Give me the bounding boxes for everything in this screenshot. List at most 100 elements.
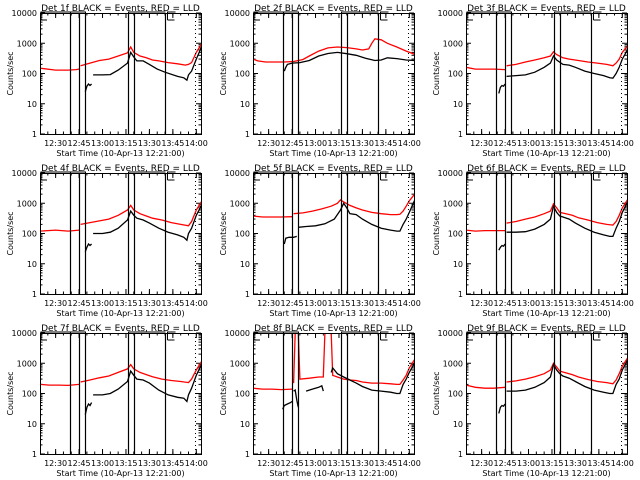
y-tick-label: 100 — [22, 70, 37, 79]
interval-bracket — [167, 331, 176, 340]
series-lld-line — [40, 67, 80, 71]
y-tick-label: 1 — [458, 130, 463, 139]
y-tick-label: 1000 — [443, 199, 463, 208]
series-events-line — [498, 403, 506, 414]
panel-title: Det 8f BLACK = Events, RED = LLD — [254, 324, 413, 334]
x-axis-label: Start Time (10-Apr-13 12:21:00) — [269, 469, 397, 478]
x-tick-label: 12:45 — [494, 459, 517, 468]
series-events-line — [84, 402, 93, 415]
y-tick-label: 1 — [245, 290, 250, 299]
plot-frame — [253, 173, 415, 295]
panel-det-6f: Det 6f BLACK = Events, RED = LLD 1 10 100 10… — [432, 164, 634, 318]
x-tick-label: 13:00 — [304, 139, 327, 148]
y-tick-label: 100 — [235, 390, 250, 399]
x-tick-label: 13:30 — [564, 459, 587, 468]
x-axis-label: Start Time (10-Apr-13 12:21:00) — [269, 309, 397, 318]
x-axis-label: Start Time (10-Apr-13 12:21:00) — [269, 149, 397, 158]
x-tick-label: 13:00 — [91, 299, 114, 308]
interval-bracket — [593, 171, 602, 180]
x-tick-label: 12:45 — [494, 299, 517, 308]
series-lld-line — [240, 375, 279, 383]
y-tick-label: 10 — [240, 100, 250, 109]
series-events-line — [305, 384, 324, 392]
x-tick-label: 14:00 — [611, 459, 634, 468]
interval-bracket — [341, 331, 379, 341]
panel-title: Det 4f BLACK = Events, RED = LLD — [41, 164, 200, 174]
y-tick-label: 1 — [32, 130, 37, 139]
panel-title: Det 2f BLACK = Events, RED = LLD — [254, 4, 413, 14]
x-axis-label: Start Time (10-Apr-13 12:21:00) — [482, 469, 610, 478]
series-events-line — [498, 83, 506, 94]
x-tick-label: 13:45 — [587, 299, 610, 308]
x-axis-label: Start Time (10-Apr-13 12:21:00) — [56, 469, 184, 478]
x-tick-label: 13:30 — [351, 459, 374, 468]
x-axis-label: Start Time (10-Apr-13 12:21:00) — [482, 309, 610, 318]
x-tick-label: 13:00 — [304, 299, 327, 308]
x-tick-label: 13:45 — [161, 299, 184, 308]
interval-bracket — [593, 11, 602, 20]
x-tick-label: 12:45 — [281, 139, 304, 148]
x-tick-label: 13:00 — [91, 139, 114, 148]
x-tick-label: 13:45 — [374, 299, 397, 308]
panel-title: Det 7f BLACK = Events, RED = LLD — [41, 324, 200, 334]
interval-bracket — [167, 11, 176, 20]
x-tick-label: 13:30 — [564, 299, 587, 308]
series-events-line — [283, 235, 297, 245]
x-tick-label: 13:00 — [517, 139, 540, 148]
series-lld-line — [506, 45, 627, 67]
series-lld-line — [506, 199, 627, 226]
x-tick-label: 12:30 — [470, 139, 493, 148]
interval-bracket — [496, 331, 512, 341]
y-tick-label: 1 — [458, 290, 463, 299]
interval-bracket — [341, 11, 379, 21]
series-lld-line — [80, 201, 201, 227]
y-tick-label: 10 — [240, 260, 250, 269]
y-axis-label: Counts/sec — [6, 211, 15, 255]
series-events-line — [84, 242, 93, 252]
x-tick-label: 12:45 — [68, 139, 91, 148]
y-tick-label: 1 — [32, 290, 37, 299]
series-events-line — [506, 359, 627, 395]
x-tick-label: 14:00 — [185, 299, 208, 308]
series-events-line — [93, 363, 201, 403]
panel-det-3f: Det 3f BLACK = Events, RED = LLD 1 10 100 10… — [432, 4, 634, 158]
interval-bracket — [70, 331, 86, 341]
y-tick-label: 10000 — [225, 169, 250, 178]
series-lld-line — [80, 43, 201, 67]
x-axis-label: Start Time (10-Apr-13 12:21:00) — [482, 149, 610, 158]
x-tick-label: 12:30 — [44, 299, 67, 308]
x-tick-label: 13:15 — [114, 299, 137, 308]
y-tick-label: 10 — [240, 420, 250, 429]
x-tick-label: 13:30 — [564, 139, 587, 148]
y-tick-label: 1000 — [443, 39, 463, 48]
series-lld-line — [80, 361, 201, 384]
interval-bracket — [496, 11, 512, 21]
x-tick-label: 14:00 — [398, 459, 421, 468]
y-tick-label: 1000 — [230, 359, 250, 368]
y-axis-label: Counts/sec — [219, 211, 228, 255]
interval-bracket — [341, 171, 379, 181]
x-tick-label: 12:30 — [257, 299, 280, 308]
series-events-line — [84, 83, 93, 92]
interval-bracket — [380, 171, 389, 180]
y-tick-label: 1000 — [230, 199, 250, 208]
plot-frame — [253, 13, 415, 135]
y-tick-label: 1 — [245, 450, 250, 459]
x-tick-label: 13:15 — [327, 459, 350, 468]
series-events-line — [93, 46, 201, 82]
series-events-line — [506, 49, 627, 79]
x-tick-label: 13:15 — [327, 139, 350, 148]
y-tick-label: 1000 — [17, 39, 37, 48]
y-tick-label: 1000 — [443, 359, 463, 368]
series-events-line — [330, 362, 414, 395]
y-tick-label: 10 — [27, 100, 37, 109]
plot-frame — [253, 333, 415, 455]
panel-det-4f: Det 4f BLACK = Events, RED = LLD 1 10 100 10… — [6, 164, 208, 318]
x-tick-label: 13:45 — [161, 459, 184, 468]
x-tick-label: 13:30 — [351, 139, 374, 148]
y-axis-label: Counts/sec — [219, 51, 228, 95]
y-tick-label: 100 — [22, 230, 37, 239]
series-lld-line — [297, 333, 326, 380]
x-tick-label: 12:30 — [470, 459, 493, 468]
x-tick-label: 12:30 — [257, 139, 280, 148]
